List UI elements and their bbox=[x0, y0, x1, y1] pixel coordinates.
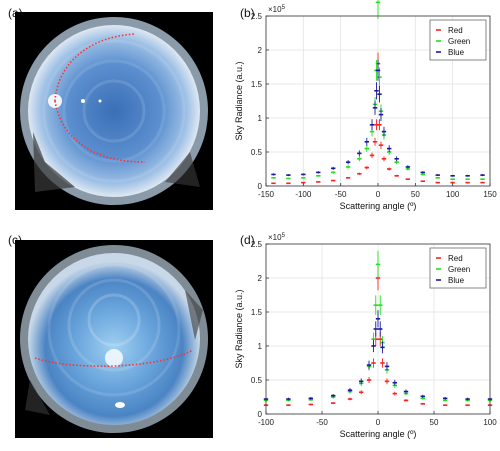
x-tick-label: 150 bbox=[483, 190, 497, 199]
x-tick-label: 0 bbox=[376, 190, 381, 199]
legend-label-green: Green bbox=[448, 37, 470, 46]
y-exponent-label: ×105 bbox=[268, 233, 286, 242]
x-axis-label: Scattering angle (º) bbox=[340, 201, 417, 211]
x-tick-label: -100 bbox=[295, 190, 312, 199]
y-tick-label: 0.5 bbox=[251, 148, 263, 157]
y-tick-label: 2 bbox=[258, 46, 263, 55]
y-tick-label: 0 bbox=[258, 182, 263, 191]
panel-label-b: (b) bbox=[240, 6, 255, 20]
y-tick-label: 1.5 bbox=[251, 80, 263, 89]
legend-box bbox=[429, 19, 487, 61]
legend-label-green: Green bbox=[448, 265, 470, 274]
y-tick-label: 0 bbox=[258, 410, 263, 419]
y-tick-label: 2.5 bbox=[251, 12, 263, 21]
legend-label-blue: Blue bbox=[448, 276, 465, 285]
y-tick-label: 1.5 bbox=[251, 308, 263, 317]
y-axis-label: Sky Radiance (a.u.) bbox=[234, 61, 244, 140]
sky-image-c bbox=[15, 240, 213, 438]
y-tick-label: 1 bbox=[258, 342, 263, 351]
legend-label-blue: Blue bbox=[448, 48, 465, 57]
x-tick-label: -100 bbox=[258, 418, 275, 427]
x-axis-label: Scattering angle (º) bbox=[340, 429, 417, 439]
legend-label-red: Red bbox=[448, 254, 463, 263]
x-tick-label: 50 bbox=[430, 418, 439, 427]
chart-d: -100 -50 0 50 100 0 0.5 1 1.5 2 2.5 ×105 Scattering … bbox=[234, 233, 497, 439]
legend-box bbox=[429, 247, 487, 289]
x-tick-label: -150 bbox=[258, 190, 275, 199]
y-exponent-label: ×105 bbox=[268, 5, 286, 14]
chart-b: -150 -100 -50 0 50 100 150 0 0.5 1 1.5 2 2.5 ×105 Scat… bbox=[234, 0, 497, 211]
y-tick-label: 2 bbox=[258, 274, 263, 283]
legend-label-red: Red bbox=[448, 26, 463, 35]
sky-image-a bbox=[15, 12, 213, 210]
x-tick-label: 100 bbox=[446, 190, 460, 199]
x-tick-label: 0 bbox=[376, 418, 381, 427]
y-tick-label: 2.5 bbox=[251, 240, 263, 249]
x-tick-label: -50 bbox=[335, 190, 347, 199]
x-tick-label: -50 bbox=[316, 418, 328, 427]
y-tick-label: 0.5 bbox=[251, 376, 263, 385]
x-tick-label: 100 bbox=[483, 418, 497, 427]
panel-label-d: (d) bbox=[240, 233, 255, 247]
y-tick-label: 1 bbox=[258, 114, 263, 123]
y-axis-label: Sky Radiance (a.u.) bbox=[234, 289, 244, 368]
x-tick-label: 50 bbox=[411, 190, 420, 199]
